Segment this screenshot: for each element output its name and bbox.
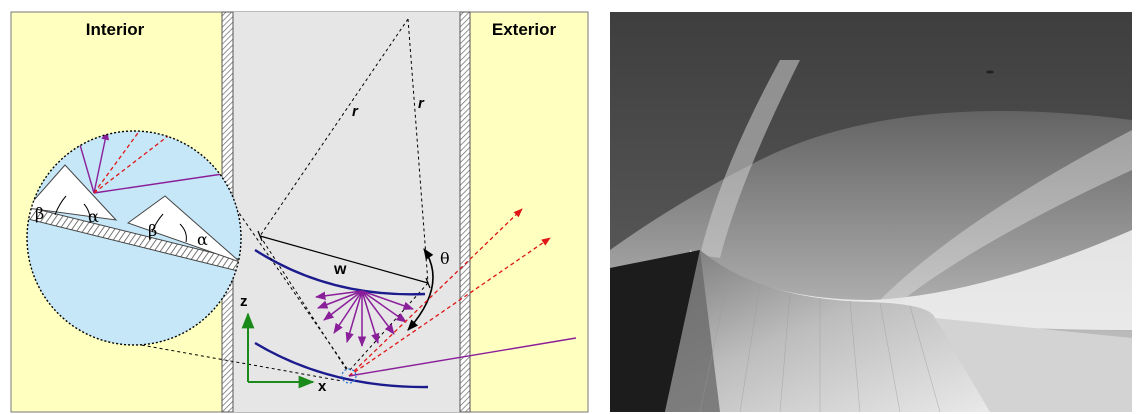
exterior-label: Exterior (492, 20, 557, 39)
prism-tooth-left (27, 164, 118, 221)
interior-label: Interior (86, 20, 145, 39)
z-axis-label: z (240, 293, 248, 310)
diagram-panel: Interior Exterior r r w θ (10, 11, 589, 413)
exit-ray-red-1 (348, 208, 523, 377)
radius-label-right: r (418, 95, 425, 112)
lens-ray-violet-in (93, 171, 237, 194)
incoming-ray-violet (348, 337, 577, 377)
theta-label: θ (440, 249, 450, 268)
beta-label-1: β (35, 204, 44, 223)
focal-spot (341, 368, 357, 384)
lens-ray-red-2 (93, 132, 173, 194)
exit-ray-red-2 (348, 237, 551, 377)
lower-reflector-curve (254, 341, 429, 389)
lens-ray-red-1 (93, 131, 147, 194)
width-label: w (333, 261, 347, 278)
alpha-label-2: α (197, 230, 208, 249)
scatter-ray-fan (314, 290, 414, 348)
beta-label-2: β (148, 221, 157, 240)
photograph-panel (610, 12, 1132, 412)
zoom-connectors (129, 173, 349, 382)
glazing-cavity (233, 12, 460, 412)
upper-reflector-curve (254, 248, 426, 296)
x-axis-label: x (318, 378, 327, 395)
coordinate-axes (241, 312, 315, 389)
lens-substrate (27, 204, 241, 275)
theta-arc (407, 248, 434, 331)
lens-ray-violet-2 (93, 131, 110, 194)
radius-label-left: r (352, 103, 359, 120)
magnifier-lens: β α β α (26, 130, 242, 346)
outer-glass-pane (459, 11, 471, 413)
alpha-label-1: α (88, 207, 99, 226)
